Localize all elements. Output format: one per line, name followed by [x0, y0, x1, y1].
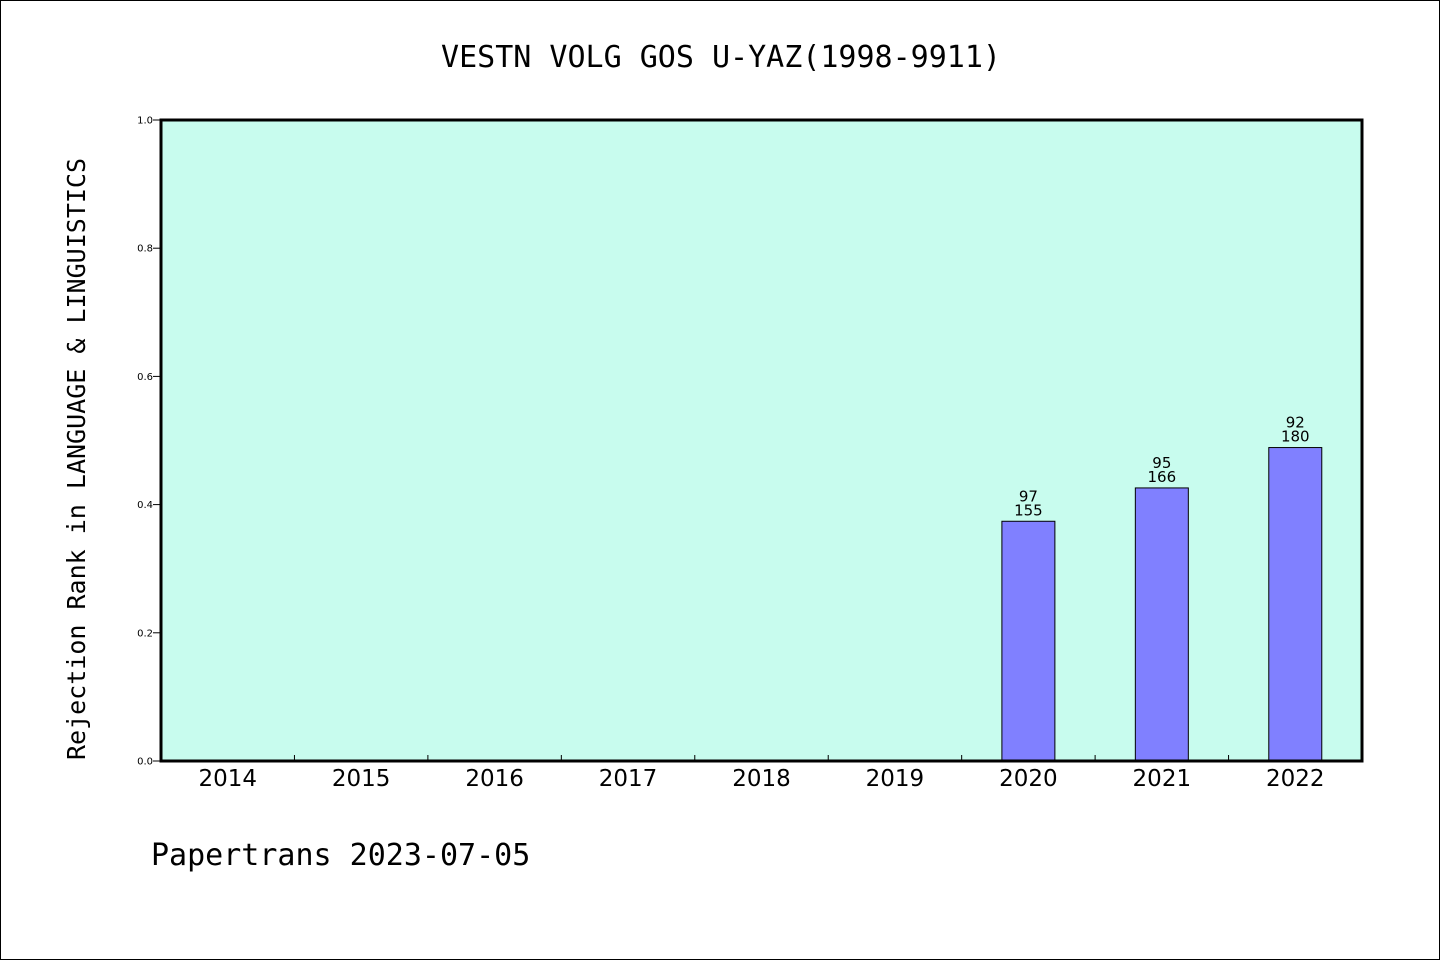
x-tick-label: 2020 — [999, 766, 1058, 792]
bar-label-total: 155 — [1014, 501, 1043, 519]
y-tick-label: 0.8 — [137, 244, 153, 255]
bar-label-total: 180 — [1281, 428, 1310, 446]
x-axis: 2014 2015 2016 2017 2018 2019 2020 2021 2022 — [198, 755, 1325, 792]
bar-2021 — [1134, 487, 1189, 762]
bars-group — [1001, 447, 1323, 762]
x-tick-label: 2014 — [198, 766, 257, 792]
x-tick-label: 2019 — [866, 766, 925, 792]
plot-border — [159, 118, 1364, 763]
y-axis: 0.0 0.2 0.4 0.6 0.8 1.0 — [137, 116, 161, 768]
bar-label-total: 166 — [1148, 468, 1177, 486]
x-tick-label: 2017 — [599, 766, 658, 792]
x-tick-label: 2022 — [1266, 766, 1325, 792]
y-tick-label: 1.0 — [137, 116, 153, 127]
x-tick-label: 2018 — [732, 766, 791, 792]
bar-2022 — [1268, 447, 1323, 762]
chart-title: VESTN VOLG GOS U-YAZ(1998-9911) — [441, 40, 1001, 75]
bar-label-rank: 92 — [1286, 414, 1305, 432]
x-tick-label: 2016 — [465, 766, 524, 792]
x-tick-label: 2021 — [1133, 766, 1192, 792]
x-tick-label: 2015 — [332, 766, 391, 792]
y-tick-label: 0.6 — [137, 372, 153, 383]
y-tick-label: 0.0 — [137, 757, 153, 768]
bar-2020 — [1001, 520, 1056, 762]
bar-label-rank: 97 — [1019, 487, 1038, 505]
y-axis-label: Rejection Rank in LANGUAGE & LINGUISTICS — [62, 158, 91, 760]
y-tick-label: 0.4 — [137, 500, 153, 511]
y-tick-label: 0.2 — [137, 628, 153, 639]
footer-text: Papertrans 2023-07-05 — [151, 838, 530, 873]
bar-label-rank: 95 — [1152, 454, 1171, 472]
